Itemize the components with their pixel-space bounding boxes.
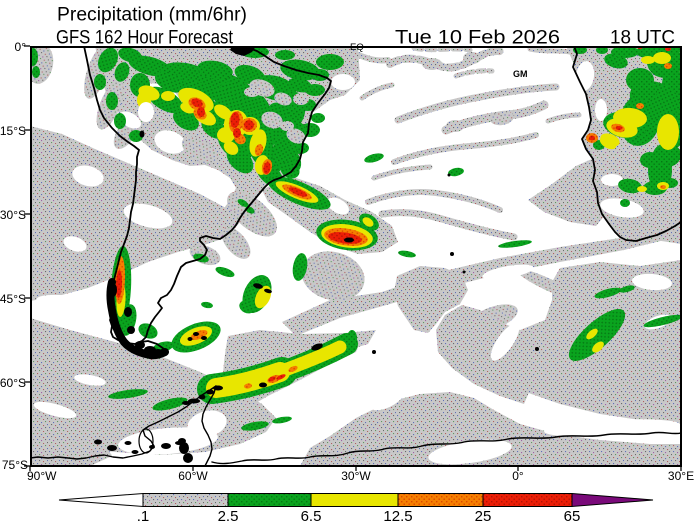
- svg-text:90°W: 90°W: [27, 469, 57, 483]
- svg-text:30°W: 30°W: [341, 469, 371, 483]
- svg-text:Precipitation (mm/6hr): Precipitation (mm/6hr): [57, 5, 247, 26]
- svg-text:Tue 10 Feb 2026: Tue 10 Feb 2026: [395, 28, 560, 49]
- svg-text:30°E: 30°E: [668, 469, 694, 483]
- svg-text:30°S: 30°S: [0, 208, 26, 222]
- svg-text:65: 65: [564, 508, 581, 525]
- svg-text:15°S: 15°S: [0, 124, 26, 138]
- svg-text:25: 25: [475, 508, 492, 525]
- svg-text:60°S: 60°S: [0, 376, 26, 390]
- svg-text:6.5: 6.5: [301, 508, 322, 525]
- svg-text:0°: 0°: [15, 40, 27, 54]
- svg-text:0°: 0°: [512, 469, 524, 483]
- svg-text:EQ: EQ: [350, 42, 364, 53]
- svg-text:.1: .1: [137, 508, 150, 525]
- svg-text:2.5: 2.5: [218, 508, 239, 525]
- svg-text:60°W: 60°W: [178, 469, 208, 483]
- svg-text:18 UTC: 18 UTC: [610, 28, 675, 49]
- svg-text:12.5: 12.5: [383, 508, 412, 525]
- svg-text:45°S: 45°S: [0, 292, 26, 306]
- svg-text:GFS 162 Hour Forecast: GFS 162 Hour Forecast: [56, 28, 234, 49]
- svg-text:GM: GM: [513, 69, 528, 79]
- svg-text:75°S: 75°S: [2, 458, 28, 472]
